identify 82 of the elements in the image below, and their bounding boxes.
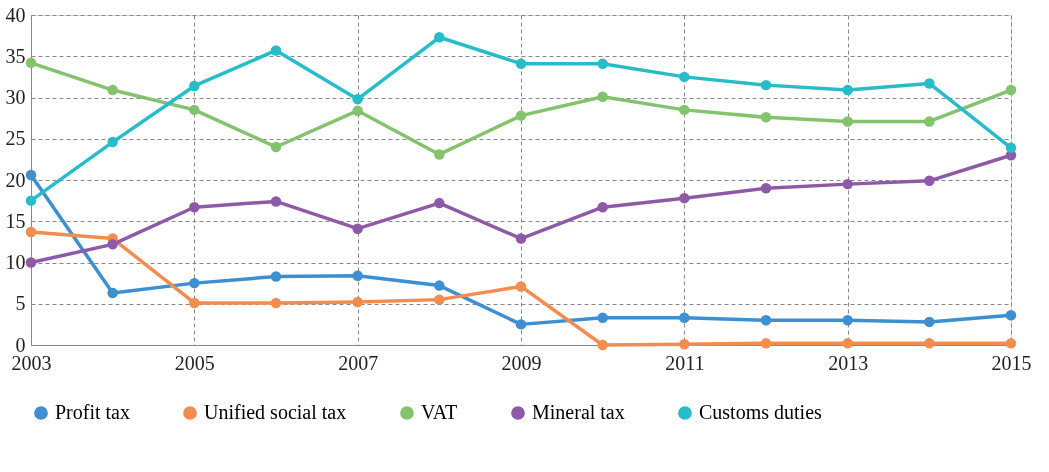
point — [107, 84, 118, 96]
point — [515, 319, 527, 330]
point — [25, 57, 37, 69]
point — [760, 338, 772, 349]
point — [760, 79, 772, 91]
legend-label: Profit tax — [55, 401, 130, 423]
legend-label: Mineral tax — [532, 401, 625, 423]
y-tick-label: 20 — [5, 168, 26, 191]
point — [515, 233, 527, 244]
point — [679, 192, 690, 204]
point — [434, 149, 445, 160]
point — [1005, 142, 1017, 154]
point — [1005, 84, 1017, 96]
point — [924, 338, 935, 349]
point — [515, 58, 527, 69]
point — [434, 294, 445, 305]
point — [270, 45, 282, 56]
point — [189, 201, 200, 213]
point — [597, 339, 608, 351]
point — [842, 116, 853, 127]
point — [679, 312, 690, 324]
point — [924, 116, 935, 127]
y-tick-label: 5 — [15, 292, 26, 315]
point — [189, 104, 200, 116]
point — [679, 338, 690, 350]
legend-label: Customs duties — [699, 401, 823, 423]
x-tick-label: 2011 — [665, 351, 705, 374]
point — [107, 287, 118, 299]
point — [760, 183, 772, 194]
point — [352, 223, 363, 234]
point — [352, 93, 363, 105]
point — [760, 112, 772, 123]
x-tick-label: 2007 — [338, 351, 379, 374]
point — [25, 195, 37, 206]
y-tick-label: 15 — [5, 209, 26, 232]
point — [189, 277, 200, 289]
point — [842, 315, 853, 326]
point — [270, 196, 282, 207]
point — [842, 338, 853, 349]
point — [924, 78, 935, 89]
point — [679, 104, 690, 116]
point — [597, 312, 608, 324]
point — [25, 257, 37, 268]
point — [842, 178, 853, 190]
legend-label: Unified social tax — [204, 401, 347, 423]
point — [679, 71, 690, 83]
y-tick-label: 10 — [5, 251, 26, 273]
point — [352, 105, 363, 116]
point — [189, 297, 200, 309]
legend-label: VAT — [421, 401, 458, 423]
point — [1005, 338, 1017, 349]
point — [597, 91, 608, 102]
point — [25, 169, 37, 181]
point — [434, 280, 445, 291]
x-tick-label: 2015 — [991, 351, 1032, 374]
point — [270, 297, 282, 309]
point — [270, 141, 282, 153]
point — [924, 316, 935, 328]
point — [189, 80, 200, 92]
point — [515, 281, 527, 292]
x-tick-label: 2005 — [174, 351, 215, 374]
point — [515, 110, 527, 121]
point — [597, 201, 608, 213]
y-tick-label: 25 — [5, 127, 26, 150]
point — [924, 175, 935, 187]
point — [760, 315, 772, 326]
x-tick-label: 2013 — [828, 351, 869, 374]
y-tick-label: 35 — [5, 44, 26, 67]
point — [25, 226, 37, 238]
point — [107, 239, 118, 250]
y-tick-label: 30 — [5, 86, 26, 108]
point — [1005, 310, 1017, 321]
point — [597, 58, 608, 69]
point — [270, 271, 282, 282]
point — [434, 32, 445, 43]
point — [434, 197, 445, 209]
point — [107, 136, 118, 148]
point — [842, 84, 853, 96]
x-tick-label: 2009 — [501, 351, 542, 374]
point — [352, 270, 363, 281]
point — [352, 296, 363, 308]
y-tick-label: 40 — [5, 3, 26, 26]
